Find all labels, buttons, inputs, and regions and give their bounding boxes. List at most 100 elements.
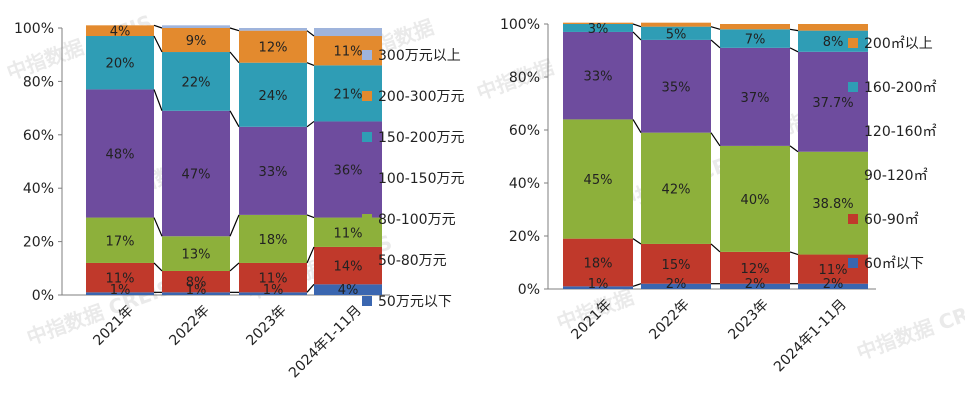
bar-segment [641,39,711,133]
bar-segment [720,24,790,30]
bar-segment [86,25,154,37]
bar-segment [86,217,154,263]
bar-segment [239,292,307,295]
legend-label: 150-200万元 [378,130,465,146]
y-tick-label: 40% [509,176,540,192]
legend-swatch [362,296,372,306]
bar-segment [86,292,154,295]
connector-line [306,246,315,264]
connector-line [789,251,799,256]
data-label: 37% [741,91,770,106]
legend-label: 60-90㎡ [864,212,919,228]
data-label: 20% [106,57,135,72]
legend-swatch [362,132,372,142]
legend-label: 300万元以上 [378,48,461,64]
connector-line [710,26,721,30]
connector-line [632,283,642,287]
bar-segment [798,24,868,31]
area-distribution-chart: 0% 20% 40% 60% 80% 100% 1% 18% 45% 33% 3% 2% 15% 42% 3… [500,17,937,375]
connector-line [153,24,163,29]
y-tick-label: 0% [32,288,54,304]
data-label: 15% [662,258,691,273]
data-label: 1% [110,283,131,298]
data-label: 36% [334,164,363,179]
y-tick-label: 40% [23,181,54,197]
data-label: 35% [662,80,691,95]
bar-segment [641,132,711,244]
connector-line [306,283,315,293]
data-label: 1% [588,277,609,292]
x-category-label: 2023年 [725,297,771,343]
data-label: 18% [584,257,613,272]
data-label: 47% [182,168,211,183]
bar-segment [162,236,230,271]
bar-segment [162,292,230,295]
legend-swatch [362,173,372,183]
data-label: 1% [263,283,284,298]
legend-label: 50万元以下 [378,294,452,310]
bar-segment [641,22,711,27]
legend-label: 160-200㎡ [864,80,937,96]
x-category-label: 2023年 [243,303,289,349]
data-label: 45% [584,173,613,188]
bar-segment [239,126,307,215]
y-tick-label: 100% [14,21,54,37]
legend-swatch [848,38,858,48]
legend-label: 60㎡以下 [864,256,924,272]
x-category-label: 2024年1-11月 [771,297,850,376]
y-tick-label: 20% [23,235,54,251]
bar-segment [720,47,790,146]
bar-segment [239,62,307,127]
connector-line [710,39,721,49]
data-label: 37.7% [812,96,853,111]
data-label: 2% [745,277,766,292]
bar-segment [563,22,633,24]
bar-segment [798,151,868,255]
data-label: 11% [819,263,848,278]
connector-line [789,47,799,53]
connector-line [710,243,721,253]
legend-swatch [848,82,858,92]
bar-segment [239,214,307,263]
data-label: 12% [741,262,770,277]
data-label: 18% [259,233,288,248]
connector-line [229,51,240,64]
bar-segment [641,26,711,40]
connector-line [632,238,642,245]
y-tick-label: 80% [509,70,540,86]
connector-line [153,35,163,53]
data-label: 38.8% [812,197,853,212]
y-tick-label: 80% [23,74,54,90]
legend-swatch [362,91,372,101]
y-tick-label: 60% [23,128,54,144]
connector-line [632,31,642,41]
legend-swatch [362,214,372,224]
data-label: 11% [259,272,288,287]
bar-segment [563,238,633,287]
bar-segment [314,284,382,295]
data-label: 13% [182,248,211,263]
data-label: 5% [666,27,687,42]
data-label: 21% [334,87,363,102]
connector-line [306,62,315,66]
legend-swatch [848,214,858,224]
legend-label: 200-300万元 [378,89,465,105]
bar-segment [162,270,230,293]
data-label: 2% [666,277,687,292]
bar-segment [162,110,230,237]
y-tick-label: 20% [509,229,540,245]
bar-segment [162,25,230,28]
x-category-label: 2022年 [166,303,212,349]
connector-line [306,214,315,219]
connector-line [632,23,642,28]
bar-segment [563,31,633,120]
legend-label: 90-120㎡ [864,168,928,184]
data-label: 12% [259,41,288,56]
data-label: 33% [584,70,613,85]
connector-line [306,30,315,37]
bar-segment [86,89,154,218]
data-label: 42% [662,182,691,197]
data-label: 8% [186,276,207,291]
legend-swatch [848,126,858,136]
